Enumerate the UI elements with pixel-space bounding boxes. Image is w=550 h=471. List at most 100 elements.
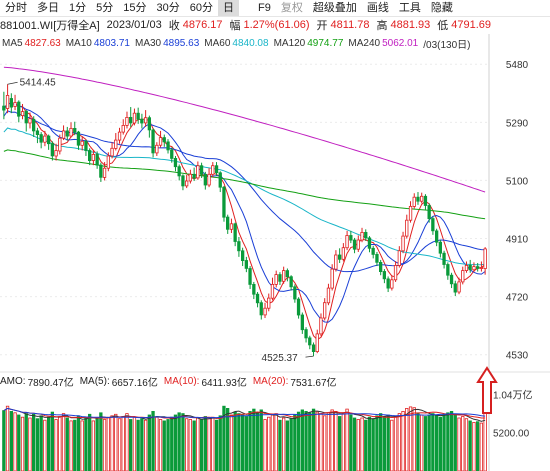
tab-1min[interactable]: 1分 (69, 2, 87, 14)
volume-bar (375, 415, 379, 471)
candle-body (125, 117, 129, 126)
candle-body (110, 147, 114, 157)
f9-button[interactable]: F9 (258, 2, 271, 14)
candle-body (319, 317, 323, 335)
volume-bar (293, 414, 297, 471)
ma60-line (3, 127, 486, 266)
volume-bar (2, 410, 6, 471)
candle-body (188, 173, 193, 182)
volume-bar (240, 414, 245, 471)
vol-ma5-value: 6657.16亿 (111, 378, 158, 389)
candle-body (408, 205, 413, 221)
volume-bar (285, 420, 290, 471)
volume-bar (449, 410, 454, 471)
draw-line-button[interactable]: 画线 (366, 2, 389, 14)
candle-body (229, 223, 234, 230)
volume-bar (151, 410, 155, 471)
ma10-line (3, 102, 486, 323)
candle-body (468, 264, 472, 271)
volume-bar (393, 416, 398, 471)
volume-bar (117, 418, 122, 471)
candle-body (475, 266, 480, 269)
ma5-line (3, 102, 486, 341)
hide-button[interactable]: 隐藏 (430, 2, 453, 14)
volume-bar (61, 413, 66, 471)
amo-value: 7890.47亿 (27, 378, 74, 389)
candle-body (423, 195, 428, 206)
price-tick-label: 5100 (506, 176, 529, 187)
candle-body (281, 270, 286, 282)
volume-bar (170, 416, 174, 471)
volume-bar (263, 419, 267, 471)
candle-body (382, 271, 387, 280)
tab-multiday[interactable]: 多日 (37, 2, 59, 14)
price-tick-label: 4530 (506, 351, 529, 362)
volume-bar (140, 418, 144, 471)
volume-bar (132, 416, 137, 471)
volume-bar (461, 416, 465, 471)
volume-bar (423, 416, 428, 471)
low-value: 4791.69 (451, 19, 492, 31)
candle-body (393, 264, 398, 281)
high-marker-line (7, 81, 18, 85)
candle-body (170, 149, 174, 159)
candle-body (364, 231, 368, 239)
candle-body (91, 153, 95, 161)
volume-bar (412, 407, 416, 471)
up-arrow-shape (476, 366, 498, 414)
volume-bar (453, 413, 457, 471)
close-value: 4876.17 (182, 19, 223, 31)
tab-30min[interactable]: 30分 (156, 2, 180, 14)
volume-bar (114, 413, 118, 471)
tab-intraday[interactable]: 分时 (5, 2, 27, 14)
tab-15min[interactable]: 15分 (123, 2, 147, 14)
candle-body (255, 293, 260, 304)
volume-bar (360, 417, 364, 471)
volume-bar (222, 405, 226, 471)
candle-body (289, 276, 293, 288)
candle-body (360, 231, 364, 241)
candle-body (345, 235, 349, 249)
low-label: 低 (437, 20, 449, 32)
volume-bar (237, 413, 241, 471)
volume-bar (382, 416, 387, 471)
ma60-value: 4840.08 (232, 38, 269, 49)
volume-bar (248, 410, 252, 471)
candle-body (13, 102, 17, 107)
candle-body (244, 260, 249, 269)
candle-body (99, 164, 103, 178)
candle-body (181, 175, 185, 187)
tab-daily[interactable]: 日 (218, 0, 239, 16)
candle-body (35, 130, 40, 135)
volume-bar (322, 415, 327, 471)
candle-body (390, 279, 394, 289)
volume-bar (84, 416, 88, 471)
tab-5min[interactable]: 5分 (96, 2, 114, 14)
volume-bar (267, 416, 271, 471)
candle-body (322, 302, 327, 319)
candle-body (378, 261, 383, 272)
volume-bar (371, 418, 375, 471)
volume-bar (110, 415, 114, 471)
volume-bar (352, 417, 357, 471)
volume-bar (326, 412, 331, 471)
adjust-price-button[interactable]: 复权 (280, 2, 303, 14)
candle-body (166, 141, 170, 151)
volume-bar (349, 414, 353, 471)
volume-bar (35, 418, 40, 471)
price-tick-label: 4910 (506, 235, 529, 246)
price-tick-label: 4720 (506, 293, 529, 304)
candle-body (207, 173, 211, 186)
ma30-value: 4895.63 (163, 38, 200, 49)
ma60-label: MA60 (204, 38, 231, 49)
candle-body (479, 267, 484, 269)
tools-button[interactable]: 工具 (398, 2, 421, 14)
candle-body (177, 166, 181, 177)
candle-body (203, 173, 208, 186)
volume-bar (106, 416, 110, 471)
candle-body (222, 186, 226, 218)
tab-60min[interactable]: 60分 (189, 2, 213, 14)
volume-bar (173, 414, 178, 471)
super-overlay-button[interactable]: 超级叠加 (312, 2, 357, 14)
